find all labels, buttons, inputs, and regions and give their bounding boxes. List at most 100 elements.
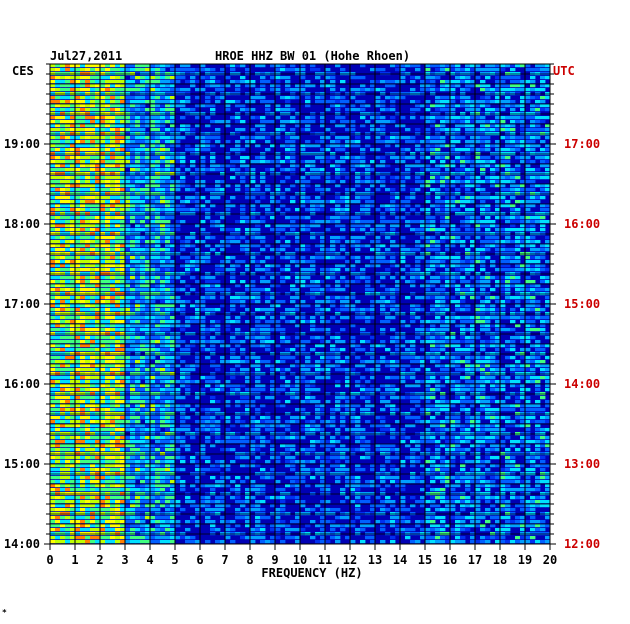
heatmap-cell [70,176,76,180]
heatmap-cell [75,176,81,180]
heatmap-cell [500,248,506,252]
heatmap-cell [95,224,101,228]
heatmap-cell [145,296,151,300]
heatmap-cell [150,68,156,72]
heatmap-cell [245,196,251,200]
heatmap-cell [445,184,451,188]
heatmap-cell [510,216,516,220]
heatmap-cell [250,296,256,300]
heatmap-cell [540,116,546,120]
heatmap-cell [320,256,326,260]
heatmap-cell [390,156,396,160]
heatmap-cell [465,316,471,320]
heatmap-cell [145,268,151,272]
heatmap-cell [130,304,136,308]
heatmap-cell [50,204,56,208]
heatmap-cell [395,204,401,208]
heatmap-cell [95,136,101,140]
heatmap-cell [100,256,106,260]
heatmap-cell [515,288,521,292]
heatmap-cell [80,316,86,320]
heatmap-cell [520,216,526,220]
heatmap-cell [355,280,361,284]
heatmap-cell [480,344,486,348]
heatmap-cell [55,88,61,92]
heatmap-cell [445,276,451,280]
heatmap-cell [230,304,236,308]
heatmap-cell [220,144,226,148]
heatmap-cell [525,124,531,128]
heatmap-cell [480,208,486,212]
heatmap-cell [335,256,341,260]
heatmap-cell [240,76,246,80]
heatmap-cell [105,196,111,200]
heatmap-cell [140,136,146,140]
heatmap-cell [380,320,386,324]
heatmap-cell [65,108,71,112]
heatmap-cell [470,168,476,172]
heatmap-cell [175,156,181,160]
heatmap-cell [330,88,336,92]
heatmap-cell [515,316,521,320]
heatmap-cell [380,120,386,124]
heatmap-cell [500,300,506,304]
heatmap-cell [310,84,316,88]
heatmap-cell [450,136,456,140]
heatmap-cell [395,160,401,164]
heatmap-cell [240,300,246,304]
heatmap-cell [485,208,491,212]
heatmap-cell [485,160,491,164]
heatmap-cell [95,164,101,168]
heatmap-cell [435,300,441,304]
heatmap-cell [55,108,61,112]
heatmap-cell [180,176,186,180]
heatmap-cell [200,340,206,344]
heatmap-cell [370,316,376,320]
heatmap-cell [85,164,91,168]
heatmap-cell [130,148,136,152]
heatmap-cell [445,244,451,248]
heatmap-cell [95,108,101,112]
heatmap-cell [120,68,126,72]
heatmap-cell [390,188,396,192]
heatmap-cell [355,220,361,224]
heatmap-cell [85,336,91,340]
heatmap-cell [105,236,111,240]
heatmap-cell [65,64,71,68]
heatmap-cell [330,240,336,244]
heatmap-cell [65,120,71,124]
heatmap-cell [435,248,441,252]
heatmap-cell [275,300,281,304]
heatmap-cell [510,196,516,200]
heatmap-cell [460,324,466,328]
heatmap-cell [440,344,446,348]
heatmap-cell [510,284,516,288]
heatmap-cell [110,304,116,308]
heatmap-cell [125,348,131,352]
heatmap-cell [135,328,141,332]
heatmap-cell [510,320,516,324]
heatmap-cell [210,220,216,224]
heatmap-cell [425,260,431,264]
heatmap-cell [505,248,511,252]
heatmap-cell [430,104,436,108]
heatmap-cell [260,280,266,284]
heatmap-cell [485,276,491,280]
heatmap-cell [365,204,371,208]
heatmap-cell [545,260,551,264]
heatmap-cell [310,168,316,172]
heatmap-cell [130,244,136,248]
heatmap-cell [125,216,131,220]
heatmap-cell [365,196,371,200]
heatmap-cell [70,116,76,120]
heatmap-cell [510,256,516,260]
heatmap-cell [275,76,281,80]
heatmap-cell [135,304,141,308]
heatmap-cell [500,128,506,132]
heatmap-cell [220,88,226,92]
heatmap-cell [65,284,71,288]
heatmap-cell [505,64,511,68]
heatmap-cell [145,224,151,228]
heatmap-cell [80,300,86,304]
heatmap-cell [285,240,291,244]
